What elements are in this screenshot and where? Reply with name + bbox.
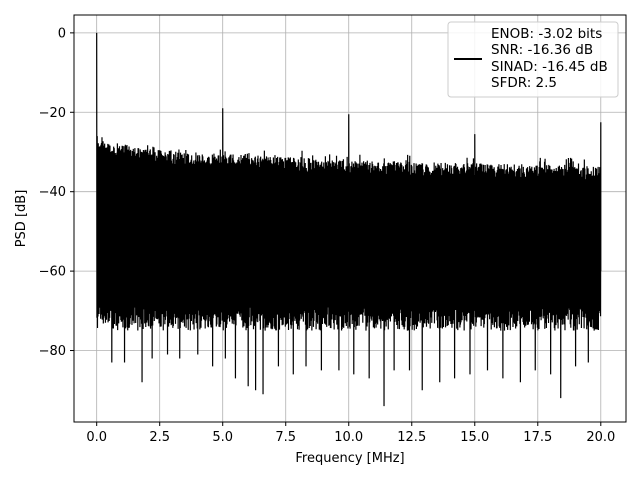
y-axis-ticks: 0 −20 −40 −60 −80 — [39, 26, 74, 359]
x-tick-label: 7.5 — [275, 430, 296, 445]
legend-line-sfdr: SFDR: 2.5 — [491, 75, 557, 91]
y-tick-label: −20 — [39, 106, 66, 121]
x-tick-label: 0.0 — [86, 430, 107, 445]
x-tick-label: 10.0 — [334, 430, 363, 445]
y-tick-label: −60 — [39, 265, 66, 280]
y-tick-label: −40 — [39, 185, 66, 200]
x-axis-ticks: 0.0 2.5 5.0 7.5 10.0 12.5 15.0 17.5 20.0 — [86, 422, 615, 445]
x-tick-label: 2.5 — [149, 430, 170, 445]
x-tick-label: 17.5 — [523, 430, 552, 445]
x-tick-label: 5.0 — [212, 430, 233, 445]
legend-line-sinad: SINAD: -16.45 dB — [491, 59, 608, 75]
x-tick-label: 15.0 — [460, 430, 489, 445]
y-tick-label: 0 — [58, 26, 66, 41]
legend: ENOB: -3.02 bits SNR: -16.36 dB SINAD: -… — [447, 21, 619, 98]
legend-line-enob: ENOB: -3.02 bits — [491, 26, 602, 42]
x-axis-label: Frequency [MHz] — [295, 451, 404, 466]
plot-frame — [73, 14, 627, 423]
y-axis-label: PSD [dB] — [14, 190, 29, 248]
y-tick-label: −80 — [39, 344, 66, 359]
legend-box — [447, 21, 619, 98]
psd-series-line — [96, 32, 602, 407]
x-tick-label: 12.5 — [397, 430, 426, 445]
x-tick-label: 20.0 — [586, 430, 615, 445]
legend-line-snr: SNR: -16.36 dB — [491, 42, 593, 58]
plot-area — [96, 32, 602, 407]
